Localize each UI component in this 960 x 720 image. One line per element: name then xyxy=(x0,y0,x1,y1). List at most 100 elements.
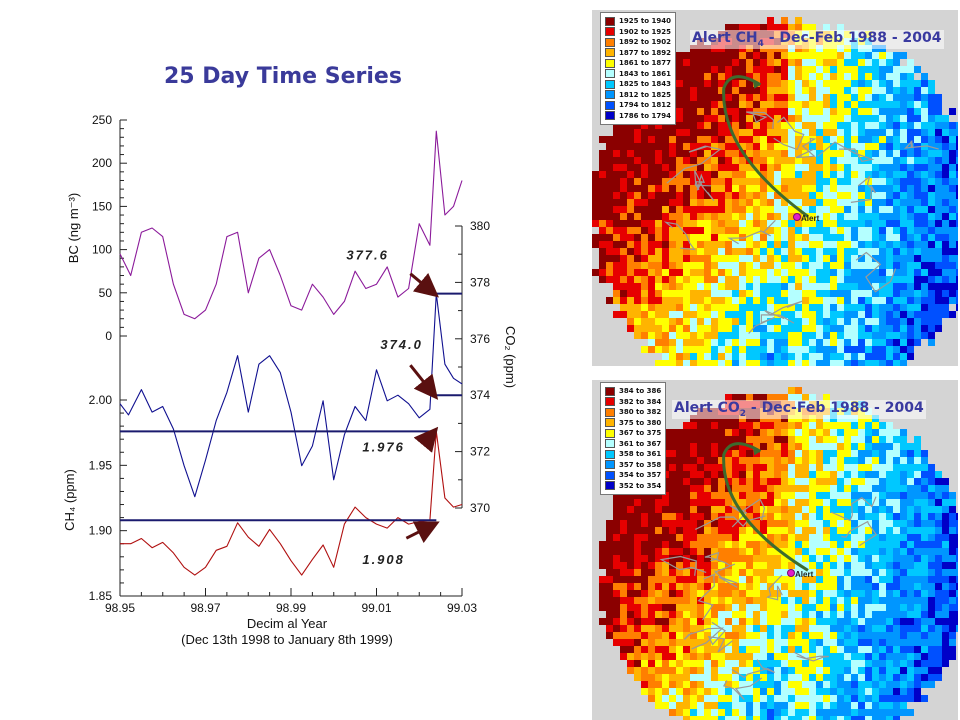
heatmap-cell xyxy=(788,478,795,485)
heatmap-cell xyxy=(935,150,942,157)
heatmap-cell xyxy=(942,290,949,297)
heatmap-cell xyxy=(795,422,802,429)
heatmap-cell xyxy=(676,471,683,478)
heatmap-cell xyxy=(879,429,886,436)
heatmap-cell xyxy=(711,136,718,143)
heatmap-cell xyxy=(942,597,949,604)
heatmap-cell xyxy=(858,122,865,129)
heatmap-cell xyxy=(690,192,697,199)
heatmap-cell xyxy=(886,346,893,353)
heatmap-cell xyxy=(837,597,844,604)
heatmap-cell xyxy=(830,464,837,471)
heatmap-cell xyxy=(753,632,760,639)
heatmap-cell xyxy=(641,667,648,674)
heatmap-cell xyxy=(914,339,921,346)
heatmap-cell xyxy=(935,227,942,234)
heatmap-cell xyxy=(718,101,725,108)
heatmap-cell xyxy=(907,318,914,325)
heatmap-cell xyxy=(865,716,872,720)
heatmap-cell xyxy=(879,80,886,87)
heatmap-cell xyxy=(739,360,746,366)
heatmap-cell xyxy=(683,604,690,611)
heatmap-cell xyxy=(942,311,949,318)
heatmap-cell xyxy=(900,653,907,660)
heatmap-cell xyxy=(683,178,690,185)
heatmap-cell xyxy=(942,646,949,653)
heatmap-cell xyxy=(837,297,844,304)
heatmap-cell xyxy=(900,164,907,171)
heatmap-cell xyxy=(900,611,907,618)
heatmap-cell xyxy=(907,199,914,206)
heatmap-cell xyxy=(732,457,739,464)
heatmap-cell xyxy=(725,178,732,185)
heatmap-cell xyxy=(606,276,613,283)
heatmap-cell xyxy=(746,276,753,283)
heatmap-cell xyxy=(774,255,781,262)
heatmap-cell xyxy=(830,618,837,625)
heatmap-cell xyxy=(956,234,958,241)
heatmap-cell xyxy=(732,213,739,220)
heatmap-cell xyxy=(893,108,900,115)
heatmap-cell xyxy=(928,115,935,122)
heatmap-cell xyxy=(732,604,739,611)
heatmap-cell xyxy=(886,590,893,597)
heatmap-cell xyxy=(655,702,662,709)
heatmap-cell xyxy=(669,443,676,450)
heatmap-cell xyxy=(732,220,739,227)
heatmap-cell xyxy=(886,576,893,583)
heatmap-cell xyxy=(739,618,746,625)
heatmap-cell xyxy=(935,108,942,115)
heatmap-cell xyxy=(816,674,823,681)
heatmap-cell xyxy=(865,262,872,269)
heatmap-cell xyxy=(816,262,823,269)
heatmap-cell xyxy=(753,569,760,576)
heatmap-cell xyxy=(816,157,823,164)
heatmap-cell xyxy=(767,471,774,478)
heatmap-cell xyxy=(704,136,711,143)
heatmap-cell xyxy=(914,555,921,562)
heatmap-cell xyxy=(774,164,781,171)
heatmap-cell xyxy=(606,548,613,555)
heatmap-cell xyxy=(837,269,844,276)
heatmap-cell xyxy=(718,583,725,590)
heatmap-cell xyxy=(753,171,760,178)
co2-tick-label: 370 xyxy=(470,501,490,515)
heatmap-cell xyxy=(627,178,634,185)
heatmap-cell xyxy=(753,646,760,653)
heatmap-cell xyxy=(683,94,690,101)
heatmap-cell xyxy=(886,122,893,129)
heatmap-cell xyxy=(921,548,928,555)
heatmap-cell xyxy=(669,534,676,541)
heatmap-cell xyxy=(753,108,760,115)
heatmap-cell xyxy=(956,597,958,604)
heatmap-cell xyxy=(956,590,958,597)
heatmap-cell xyxy=(872,688,879,695)
heatmap-cell xyxy=(823,604,830,611)
heatmap-cell xyxy=(655,143,662,150)
heatmap-cell xyxy=(676,290,683,297)
heatmap-cell xyxy=(844,492,851,499)
heatmap-cell xyxy=(739,716,746,720)
heatmap-cell xyxy=(844,255,851,262)
heatmap-cell xyxy=(879,101,886,108)
heatmap-cell xyxy=(886,597,893,604)
heatmap-cell xyxy=(816,464,823,471)
heatmap-cell xyxy=(886,653,893,660)
heatmap-cell xyxy=(697,276,704,283)
heatmap-cell xyxy=(928,290,935,297)
heatmap-cell xyxy=(662,597,669,604)
heatmap-cell xyxy=(739,227,746,234)
heatmap-cell xyxy=(795,695,802,702)
heatmap-cell xyxy=(823,115,830,122)
heatmap-cell xyxy=(718,73,725,80)
heatmap-cell xyxy=(788,87,795,94)
heatmap-cell xyxy=(746,234,753,241)
heatmap-cell xyxy=(767,457,774,464)
heatmap-cell xyxy=(718,262,725,269)
heatmap-cell xyxy=(613,625,620,632)
heatmap-cell xyxy=(942,171,949,178)
heatmap-cell xyxy=(816,443,823,450)
heatmap-cell xyxy=(907,681,914,688)
heatmap-cell xyxy=(627,520,634,527)
heatmap-cell xyxy=(676,311,683,318)
